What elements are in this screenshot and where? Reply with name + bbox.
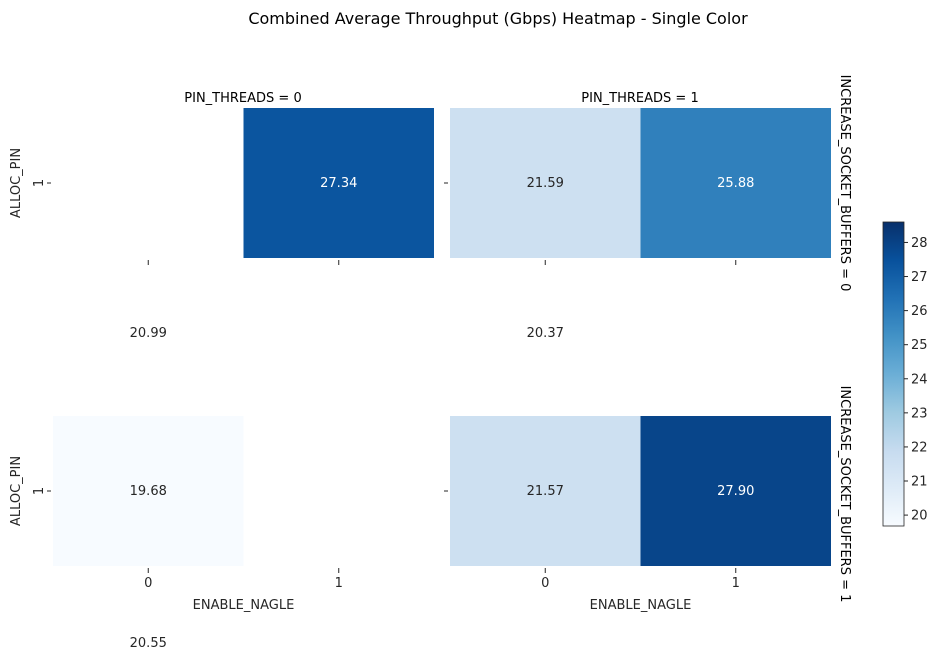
cell-value-label: 19.68 [130,484,167,499]
cell-value-label: 25.88 [717,176,754,191]
cell-value-label: 21.57 [527,484,564,499]
cell-value-label: 27.90 [717,484,754,499]
column-facet-title-1: PIN_THREADS = 1 [581,91,698,106]
colorbar-tick-label: 24 [911,372,928,387]
colorbar-tick-label: 26 [911,304,928,319]
column-facet-title-0: PIN_THREADS = 0 [184,91,301,106]
colorbar-tick-label: 23 [911,406,928,421]
heatmap-cell [450,108,641,258]
panel-r1-c0: 19.68 1 ALLOC_PIN 0 1 ENABLE_NAGLE 20.55 [9,416,343,651]
y-axis-label: ALLOC_PIN [9,456,24,526]
panel-r0-c1: 21.59 25.88 20.37 [444,108,831,341]
colorbar-tick-label: 22 [911,440,928,455]
colorbar-ticks: 20 21 22 23 24 25 26 27 28 [904,236,928,524]
cell-value-label: 21.59 [527,176,564,191]
outside-value-label: 20.37 [527,326,564,341]
cell-value-label: 27.34 [320,176,357,191]
colorbar-tick-label: 25 [911,338,928,353]
y-axis-label: ALLOC_PIN [9,148,24,218]
heatmap-cell [243,108,434,258]
panel-r0-c0: 27.34 1 ALLOC_PIN 20.99 [9,108,434,341]
chart-title: Combined Average Throughput (Gbps) Heatm… [248,9,748,28]
outside-value-label: 20.55 [130,636,167,651]
panel-r1-c1: 21.57 27.90 0 1 ENABLE_NAGLE [444,416,831,613]
x-tick-label: 0 [144,576,152,591]
y-tick-label: 1 [32,487,47,495]
colorbar: 20 21 22 23 24 25 26 27 28 [882,221,928,527]
row-facet-title-0: INCREASE_SOCKET_BUFFERS = 0 [837,75,852,292]
heatmap-cell [450,416,641,566]
y-tick-label: 1 [32,179,47,187]
colorbar-tick-label: 20 [911,509,928,524]
outside-value-label: 20.99 [130,326,167,341]
x-tick-label: 1 [335,576,343,591]
colorbar-tick-label: 28 [911,236,928,251]
heatmap-cell [53,416,244,566]
colorbar-tick-label: 21 [911,475,928,490]
row-facet-title-1: INCREASE_SOCKET_BUFFERS = 1 [837,386,852,603]
colorbar-gradient [882,221,905,527]
x-tick-label: 0 [541,576,549,591]
x-axis-label: ENABLE_NAGLE [193,598,295,613]
heatmap-panels: 27.34 1 ALLOC_PIN 20.99 21.59 25.88 20.37 19.68… [9,108,831,651]
x-axis-label: ENABLE_NAGLE [590,598,692,613]
x-tick-label: 1 [732,576,740,591]
colorbar-tick-label: 27 [911,270,928,285]
heatmap-cell [640,108,831,258]
heatmap-cell [640,416,831,566]
